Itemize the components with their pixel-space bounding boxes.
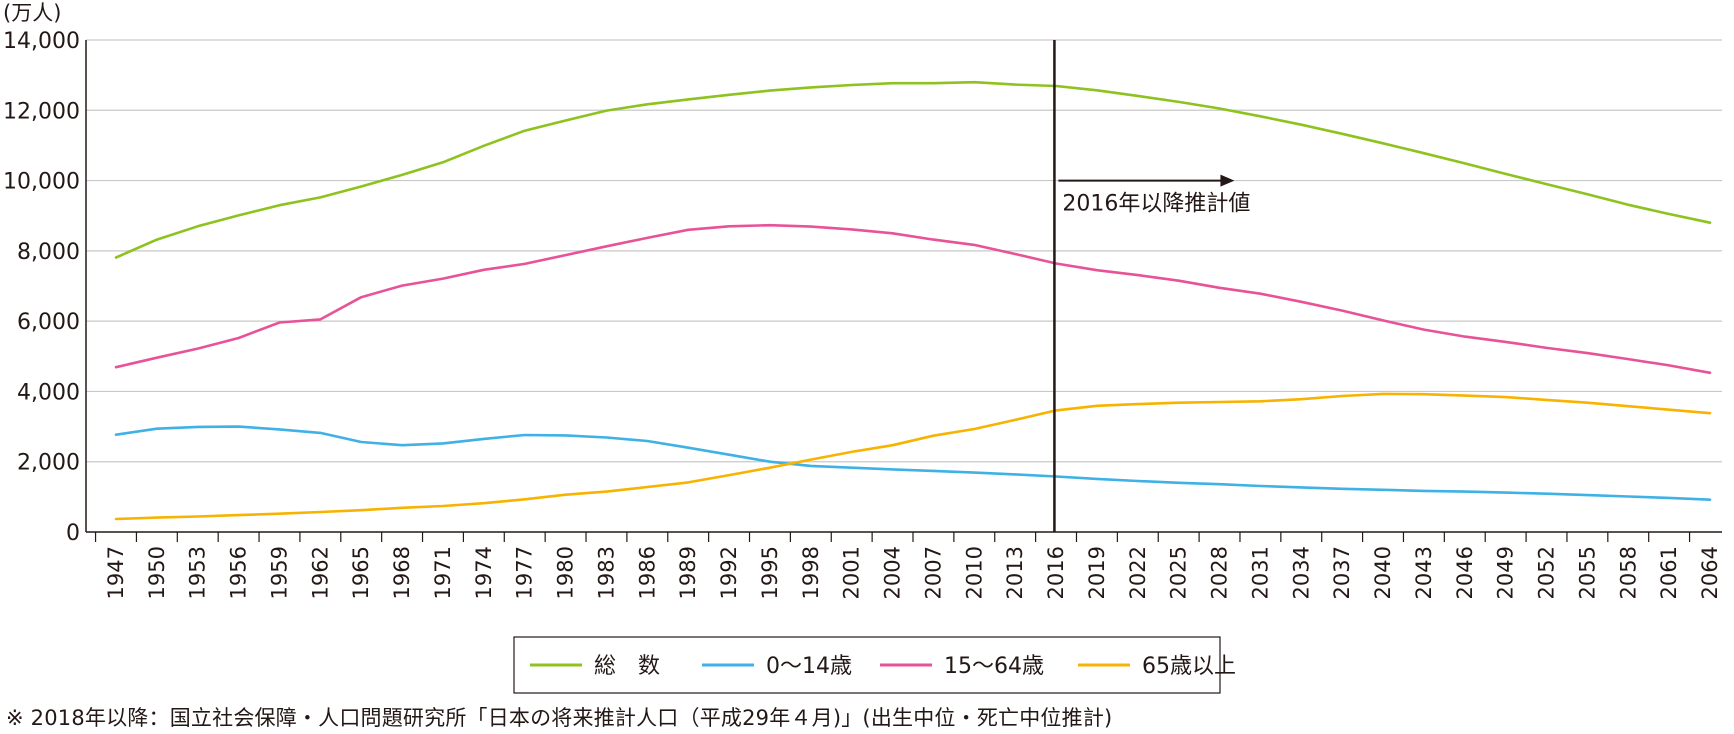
legend-label: 0～14歳 [766, 654, 852, 679]
x-tick-label: 2028 [1208, 546, 1232, 599]
y-tick-label: 14,000 [3, 29, 80, 54]
series-line [114, 80, 1712, 259]
x-tick-label: 1965 [349, 546, 373, 599]
legend-label: 総 数 [594, 654, 660, 679]
x-tick-label: 1947 [104, 546, 128, 599]
x-tick-label: 1968 [390, 546, 414, 599]
y-tick-label: 4,000 [17, 380, 80, 405]
y-tick-label: 10,000 [3, 170, 80, 195]
x-tick-label: 1995 [758, 546, 782, 599]
source-footnote: ※ 2018年以降：国立社会保障・人口問題研究所「日本の将来推計人口（平成29年… [6, 706, 1113, 730]
x-tick-label: 2016 [1044, 546, 1068, 599]
x-tick-label: 2022 [1126, 546, 1150, 599]
y-tick-label: 8,000 [17, 240, 80, 265]
legend: 総 数 0～14歳 15～64歳 65歳以上 [513, 636, 1236, 694]
x-tick-label: 2007 [921, 546, 945, 599]
x-tick-label: 2064 [1698, 546, 1722, 599]
x-tick-label: 1971 [431, 546, 455, 599]
x-tick-label: 1962 [308, 546, 332, 599]
x-tick-label: 1998 [799, 546, 823, 599]
y-tick-label: 2,000 [17, 451, 80, 476]
x-tick-label: 1977 [513, 546, 537, 599]
x-tick-label: 2001 [840, 546, 864, 599]
x-tick-label: 2040 [1371, 546, 1395, 599]
x-tick-label: 2013 [1003, 546, 1027, 599]
x-tick-label: 2004 [881, 546, 905, 599]
x-tick-label: 2049 [1494, 546, 1518, 599]
x-tick-label: 1980 [554, 546, 578, 599]
x-tick-label: 1974 [472, 546, 496, 599]
series-line [114, 223, 1712, 375]
x-tick-label: 2043 [1412, 546, 1436, 599]
x-tick-label: 1956 [227, 546, 251, 599]
legend-label: 65歳以上 [1142, 654, 1236, 679]
y-axis-ticks: 0 2,000 4,000 6,000 8,000 10,000 12,000 14,000 [3, 29, 80, 546]
y-unit-label: (万人) [3, 1, 61, 25]
x-tick-label: 2037 [1330, 546, 1354, 599]
x-tick-label: 1953 [186, 546, 210, 599]
gridlines [85, 39, 1722, 533]
x-axis-ticks: 1947 1950 1953 1956 1959 1962 1965 1968 1971 1974… [94, 532, 1722, 599]
x-tick-label: 2061 [1657, 546, 1681, 599]
x-tick-label: 1950 [145, 546, 169, 599]
x-tick-label: 2034 [1289, 546, 1313, 599]
x-tick-label: 2025 [1167, 546, 1191, 599]
legend-label: 15～64歳 [944, 654, 1044, 679]
y-tick-label: 12,000 [3, 99, 80, 124]
y-tick-label: 0 [66, 521, 80, 546]
x-tick-label: 1992 [717, 546, 741, 599]
series-lines [114, 80, 1712, 521]
x-tick-label: 1983 [594, 546, 618, 599]
x-tick-label: 2055 [1575, 546, 1599, 599]
projection-arrowhead [1220, 174, 1235, 187]
x-tick-label: 2058 [1616, 546, 1640, 599]
x-tick-label: 2046 [1453, 546, 1477, 599]
x-tick-label: 1989 [676, 546, 700, 599]
x-tick-label: 1959 [267, 546, 291, 599]
x-tick-label: 2010 [962, 546, 986, 599]
y-tick-label: 6,000 [17, 310, 80, 335]
series-line [114, 425, 1712, 502]
x-tick-label: 2019 [1085, 546, 1109, 599]
x-tick-label: 1986 [635, 546, 659, 599]
x-tick-label: 2031 [1248, 546, 1272, 599]
projection-label: 2016年以降推計値 [1062, 192, 1250, 217]
series-line [114, 392, 1712, 521]
x-tick-label: 2052 [1535, 546, 1559, 599]
